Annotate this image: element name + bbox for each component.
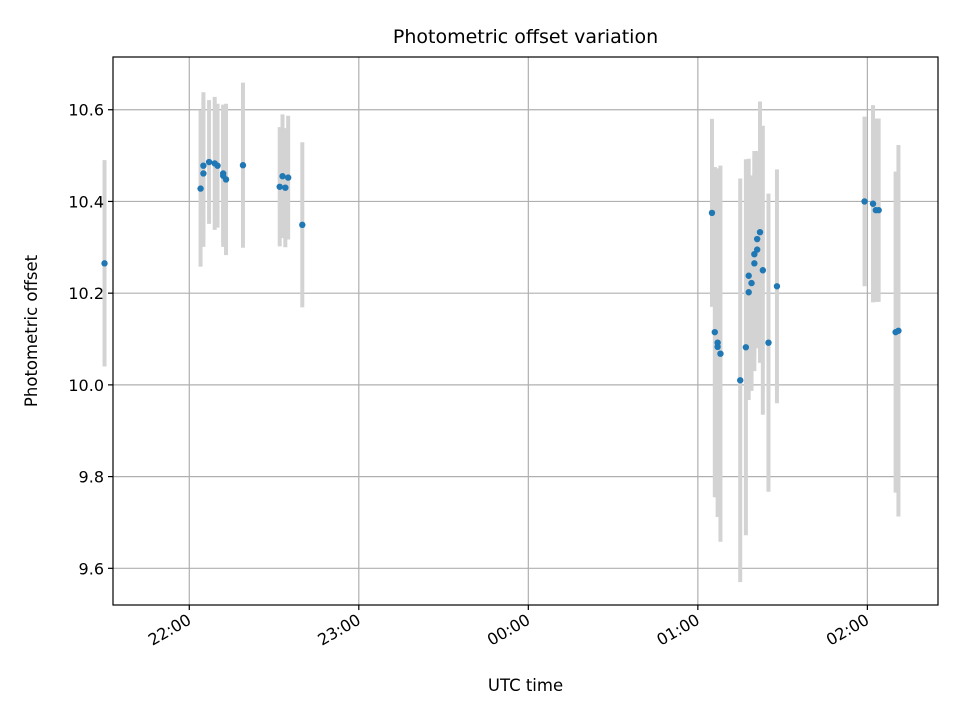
y-tick-label: 10.0 (68, 376, 104, 395)
data-point (222, 176, 230, 183)
data-point (717, 350, 724, 357)
data-point (214, 162, 221, 169)
data-point (200, 170, 207, 177)
data-point (282, 184, 289, 191)
data-points (101, 158, 902, 384)
data-point (753, 235, 761, 243)
data-point (742, 344, 750, 351)
data-point (279, 173, 286, 180)
data-point (205, 158, 213, 166)
data-point (276, 183, 283, 190)
data-point (197, 185, 204, 192)
data-point (745, 272, 752, 279)
data-point (753, 246, 761, 253)
data-point (869, 200, 877, 207)
data-point (101, 260, 108, 267)
grid (113, 57, 938, 605)
data-point (861, 198, 868, 205)
data-point (737, 377, 744, 384)
y-axis-label: Photometric offset (22, 254, 41, 407)
x-axis-label: UTC time (488, 676, 563, 695)
data-point (773, 283, 781, 290)
data-point (748, 279, 755, 287)
data-point (284, 174, 292, 181)
y-tick-label: 10.6 (68, 101, 104, 120)
data-point (751, 260, 758, 267)
y-tick-label: 10.2 (68, 284, 104, 303)
data-point (875, 206, 882, 214)
y-tick-label: 9.8 (79, 468, 104, 487)
data-point (708, 209, 716, 217)
data-point (299, 221, 306, 229)
chart-title: Photometric offset variation (393, 26, 658, 48)
data-point (239, 162, 247, 169)
data-point (751, 250, 758, 258)
data-point (759, 267, 767, 274)
data-point (714, 339, 721, 346)
data-point (895, 327, 902, 334)
data-point (745, 289, 752, 296)
plot-frame (112, 56, 939, 606)
y-tick-label: 9.6 (79, 559, 104, 578)
y-tick-label: 10.4 (68, 192, 104, 211)
data-point (711, 328, 718, 336)
data-point (200, 162, 207, 169)
data-point (765, 339, 772, 346)
data-point (756, 228, 764, 236)
